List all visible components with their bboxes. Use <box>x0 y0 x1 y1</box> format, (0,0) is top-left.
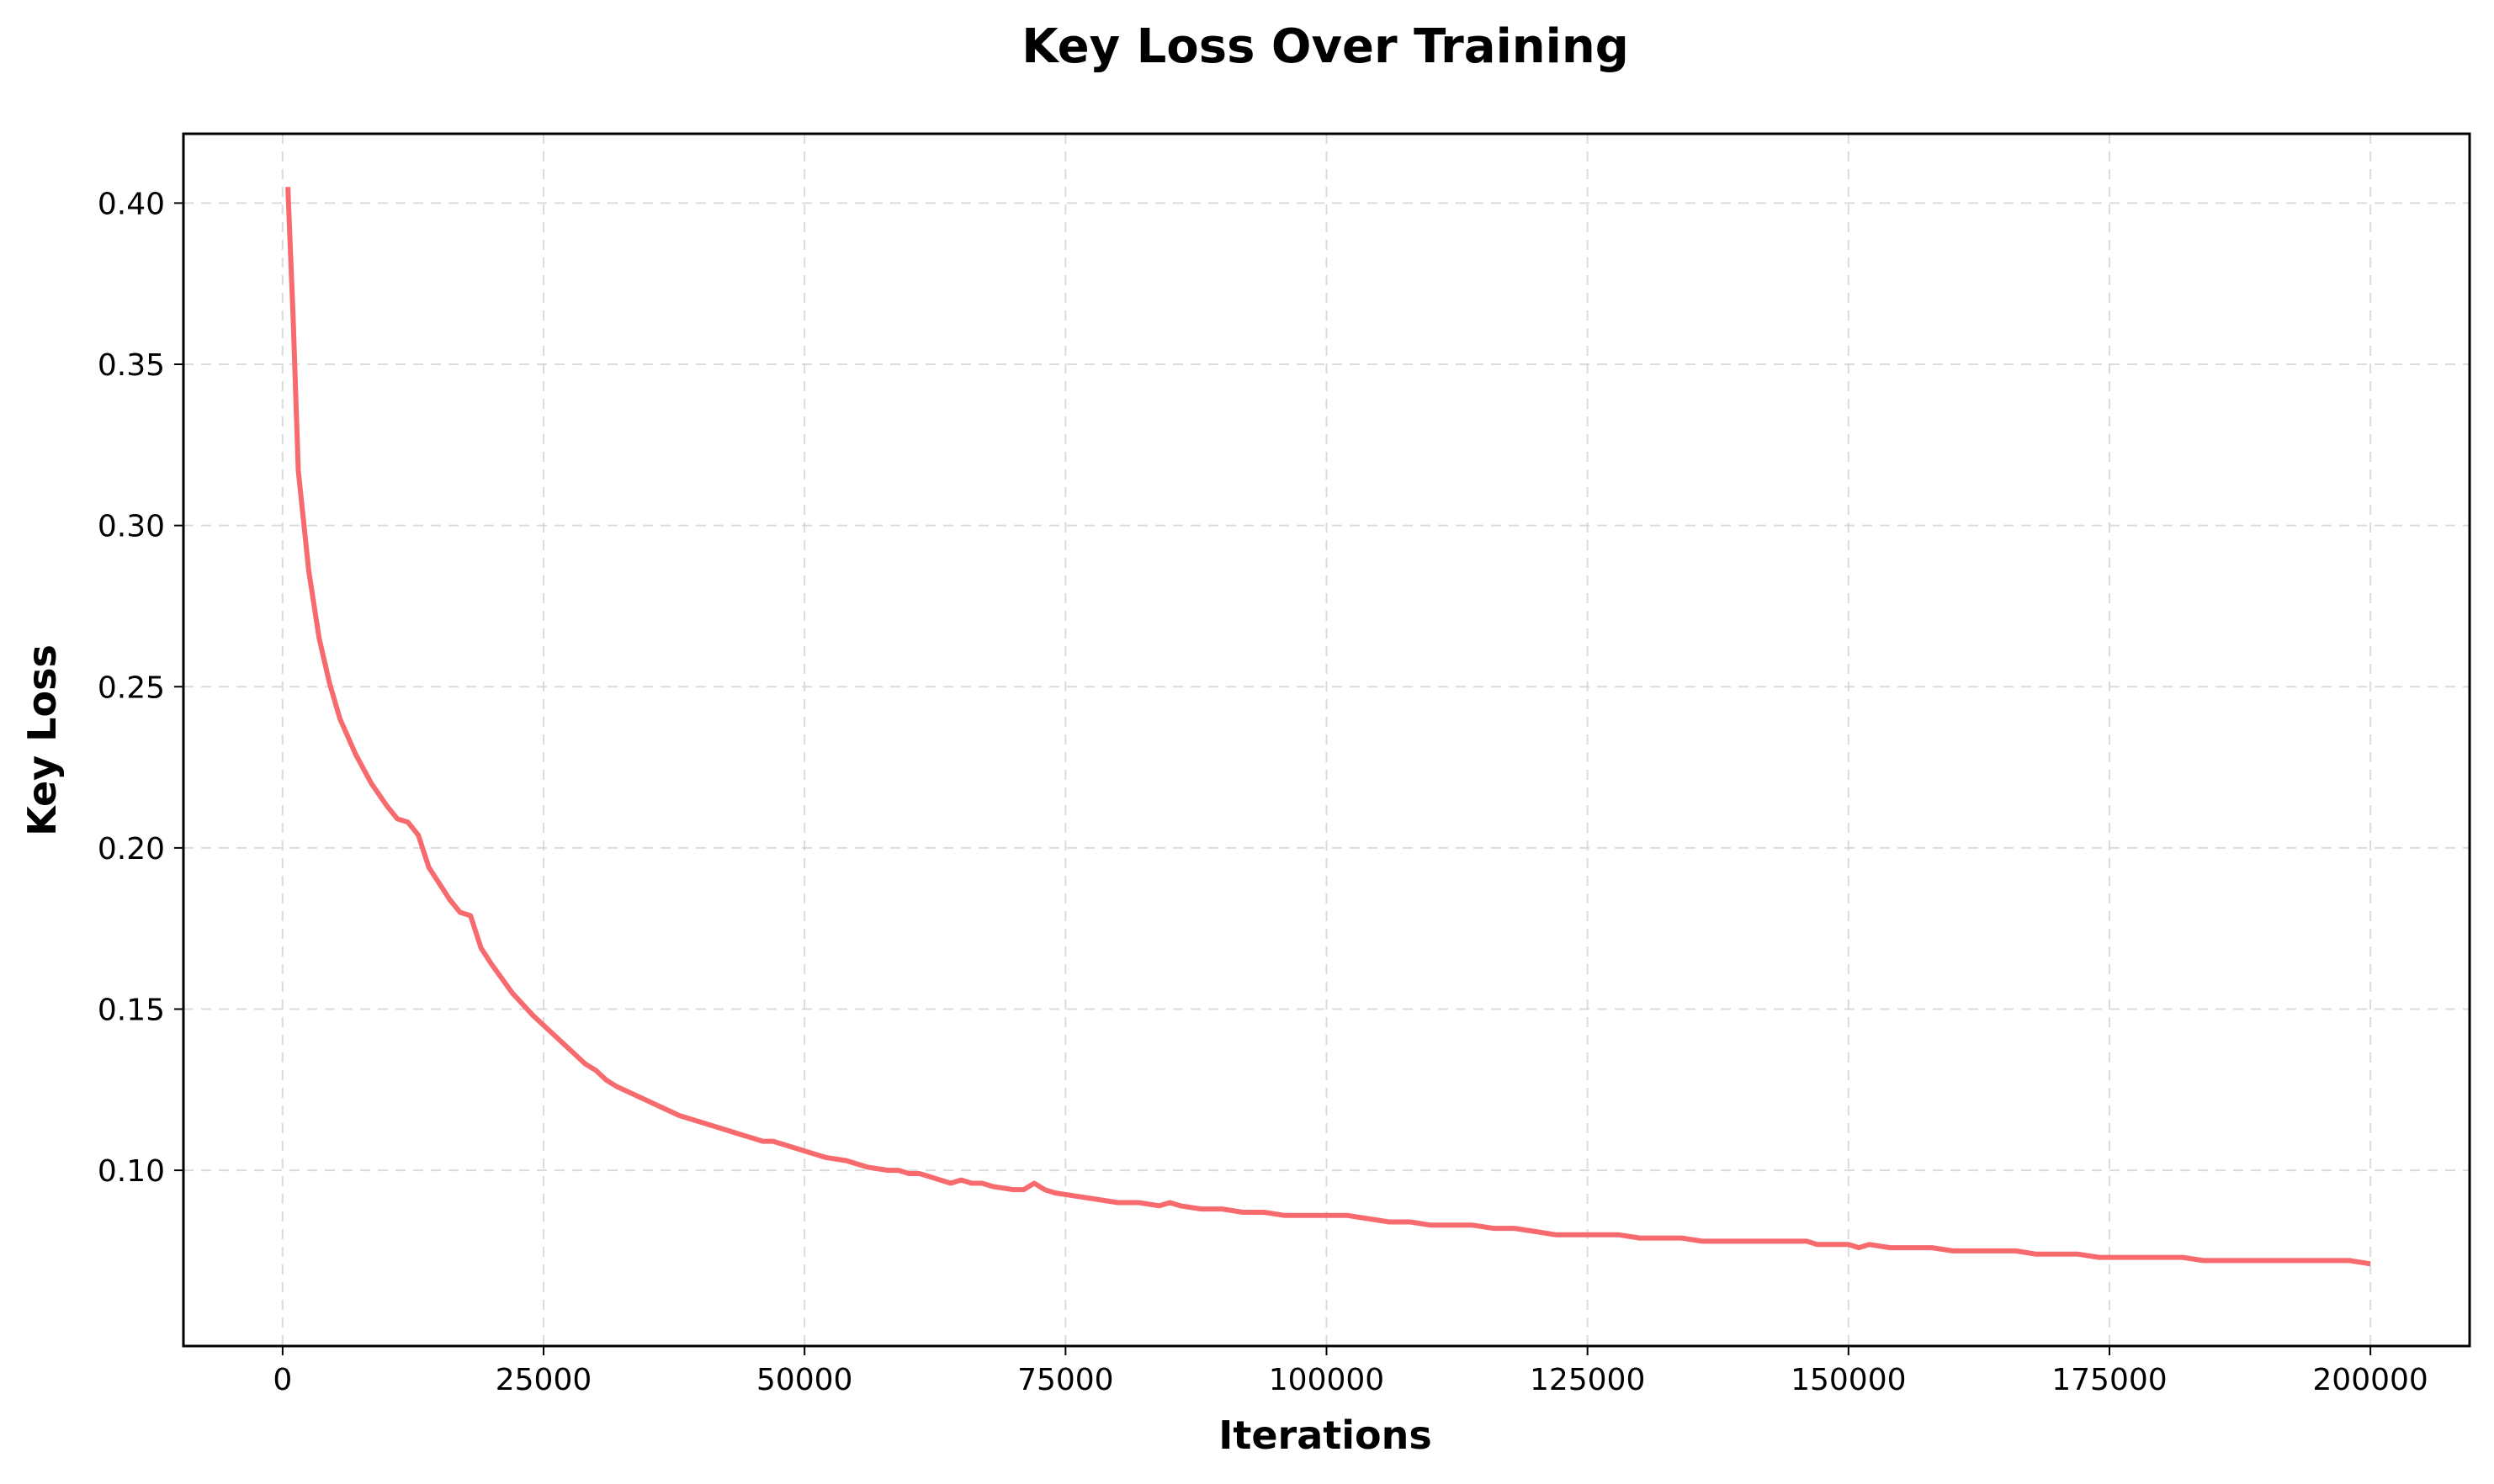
chart-title: Key Loss Over Training <box>1021 19 1629 74</box>
y-axis: 0.10 0.15 0.20 0.25 0.30 0.35 0.40 <box>98 187 183 1189</box>
grid-lines <box>183 134 2470 1346</box>
y-tick-label: 0.10 <box>98 1154 165 1189</box>
x-axis: 0 25000 50000 75000 100000 125000 150000 175000… <box>273 1346 2428 1397</box>
x-tick-label: 175000 <box>2051 1363 2167 1397</box>
y-tick-label: 0.40 <box>98 187 165 221</box>
x-tick-label: 125000 <box>1530 1363 1645 1397</box>
x-tick-label: 200000 <box>2312 1363 2428 1397</box>
y-tick-label: 0.20 <box>98 832 165 867</box>
x-axis-label: Iterations <box>1218 1412 1432 1458</box>
x-tick-label: 100000 <box>1269 1363 1384 1397</box>
y-tick-label: 0.25 <box>98 670 165 705</box>
series-line <box>285 187 2371 1267</box>
x-tick-label: 0 <box>273 1363 292 1397</box>
y-tick-label: 0.30 <box>98 510 165 544</box>
y-axis-label: Key Loss <box>19 644 65 836</box>
plot-area <box>285 187 2371 1267</box>
y-tick-label: 0.15 <box>98 994 165 1028</box>
x-tick-label: 25000 <box>496 1363 592 1397</box>
x-tick-label: 150000 <box>1791 1363 1906 1397</box>
x-tick-label: 75000 <box>1017 1363 1114 1397</box>
y-tick-label: 0.35 <box>98 348 165 383</box>
x-tick-label: 50000 <box>756 1363 853 1397</box>
